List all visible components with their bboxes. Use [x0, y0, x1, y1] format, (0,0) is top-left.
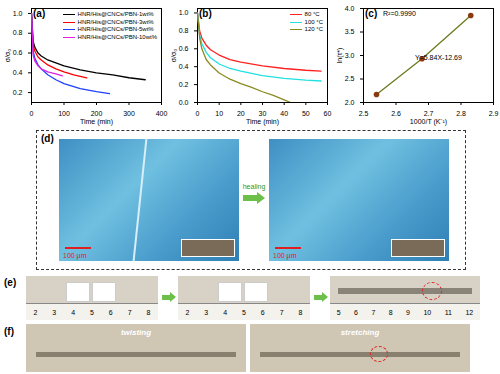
svg-text:0.0: 0.0 [179, 99, 189, 106]
html-text:7: 7 [127, 308, 132, 316]
svg-text:20: 20 [237, 110, 245, 117]
svg-text:30: 30 [259, 110, 267, 117]
svg-text:σ/σ₀: σ/σ₀ [170, 49, 177, 63]
svg-text:200: 200 [91, 110, 103, 117]
svg-text:2.7: 2.7 [424, 110, 434, 117]
svg-text:σ/σ₀: σ/σ₀ [4, 49, 11, 63]
html-text:120 °C: 120 °C [304, 26, 323, 32]
svg-text:0.2: 0.2 [13, 89, 23, 96]
html-text:HNR/His@CNCs/PBN-1wt%: HNR/His@CNCs/PBN-1wt% [77, 11, 154, 17]
html-text:(f): (f) [4, 326, 14, 337]
svg-text:3.5: 3.5 [345, 28, 355, 35]
svg-text:60: 60 [324, 110, 332, 117]
html-text:healing: healing [242, 183, 266, 190]
svg-text:Time (min): Time (min) [246, 118, 279, 126]
html-text:6: 6 [354, 308, 358, 316]
html-text:4: 4 [71, 308, 76, 316]
svg-text:1000/T (K⁻¹): 1000/T (K⁻¹) [410, 118, 447, 126]
svg-text:40: 40 [280, 110, 288, 117]
html-text:4: 4 [223, 308, 228, 316]
html-text:6: 6 [260, 308, 265, 316]
html-text:Y=5.84X-12.69: Y=5.84X-12.69 [415, 54, 462, 61]
svg-text:10: 10 [215, 110, 223, 117]
svg-text:2.5: 2.5 [359, 110, 369, 117]
svg-text:1.0: 1.0 [13, 10, 23, 17]
html-text:twisting: twisting [120, 328, 152, 337]
html-text:8: 8 [388, 308, 393, 316]
html-text:6: 6 [108, 308, 113, 316]
svg-text:ln(τ*): ln(τ*) [336, 48, 344, 64]
html-text:100 μm: 100 μm [273, 252, 297, 259]
html-text:HNR/His@CNCs/PBN-5wt%: HNR/His@CNCs/PBN-5wt% [77, 26, 154, 32]
html-text:7: 7 [279, 308, 284, 316]
svg-text:1.0: 1.0 [179, 9, 189, 16]
html-text:(e): (e) [4, 277, 17, 288]
svg-text:2.8: 2.8 [456, 110, 466, 117]
html-text:2: 2 [185, 308, 190, 316]
html-text:(b): (b) [199, 8, 212, 19]
html-text:3: 3 [204, 308, 209, 316]
svg-text:0.8: 0.8 [13, 29, 23, 36]
html-text:5: 5 [90, 308, 94, 316]
html-text:11: 11 [444, 308, 452, 316]
html-text:HNR/His@CNCs/PBN-3wt%: HNR/His@CNCs/PBN-3wt% [77, 18, 154, 25]
html-text:8: 8 [146, 308, 151, 316]
html-text:100 °C: 100 °C [304, 18, 323, 25]
svg-text:2.0: 2.0 [345, 99, 355, 106]
html-text:10: 10 [423, 308, 432, 316]
svg-text:0.6: 0.6 [13, 49, 23, 56]
svg-text:50: 50 [302, 110, 310, 117]
html-text:5: 5 [242, 308, 246, 316]
svg-text:400: 400 [156, 110, 168, 117]
html-text:2: 2 [33, 308, 38, 316]
svg-text:2.5: 2.5 [345, 75, 355, 82]
svg-text:100: 100 [58, 110, 70, 117]
html-text:stretching: stretching [340, 328, 380, 337]
svg-text:0.2: 0.2 [179, 81, 189, 88]
html-text:(a): (a) [33, 8, 46, 19]
html-text:3: 3 [52, 308, 57, 316]
html-text:5: 5 [336, 308, 341, 316]
svg-text:0: 0 [196, 110, 200, 117]
html-text:100 μm: 100 μm [63, 252, 87, 259]
html-text:9: 9 [406, 308, 410, 316]
html-text:(d): (d) [41, 133, 54, 144]
svg-text:4.0: 4.0 [345, 5, 355, 12]
html-text:7: 7 [371, 308, 376, 316]
svg-text:300: 300 [123, 110, 135, 117]
svg-text:Time (min): Time (min) [80, 118, 113, 126]
svg-text:0.6: 0.6 [179, 45, 189, 52]
svg-text:0: 0 [30, 110, 34, 117]
html-text:80 °C: 80 °C [304, 11, 320, 17]
svg-text:0.4: 0.4 [179, 63, 189, 70]
html-text:8: 8 [298, 308, 303, 316]
svg-text:3.0: 3.0 [345, 52, 355, 59]
svg-text:0.4: 0.4 [13, 69, 23, 76]
html-text:HNR/His@CNCs/PBN-10wt%: HNR/His@CNCs/PBN-10wt% [77, 33, 157, 40]
svg-text:2.6: 2.6 [391, 110, 401, 117]
svg-text:0.8: 0.8 [179, 27, 189, 34]
html-text:(c): (c) [365, 8, 378, 19]
html-text:12: 12 [465, 308, 474, 316]
svg-text:2.9: 2.9 [489, 110, 499, 117]
html-text:R²=0.9990: R²=0.9990 [383, 10, 416, 17]
